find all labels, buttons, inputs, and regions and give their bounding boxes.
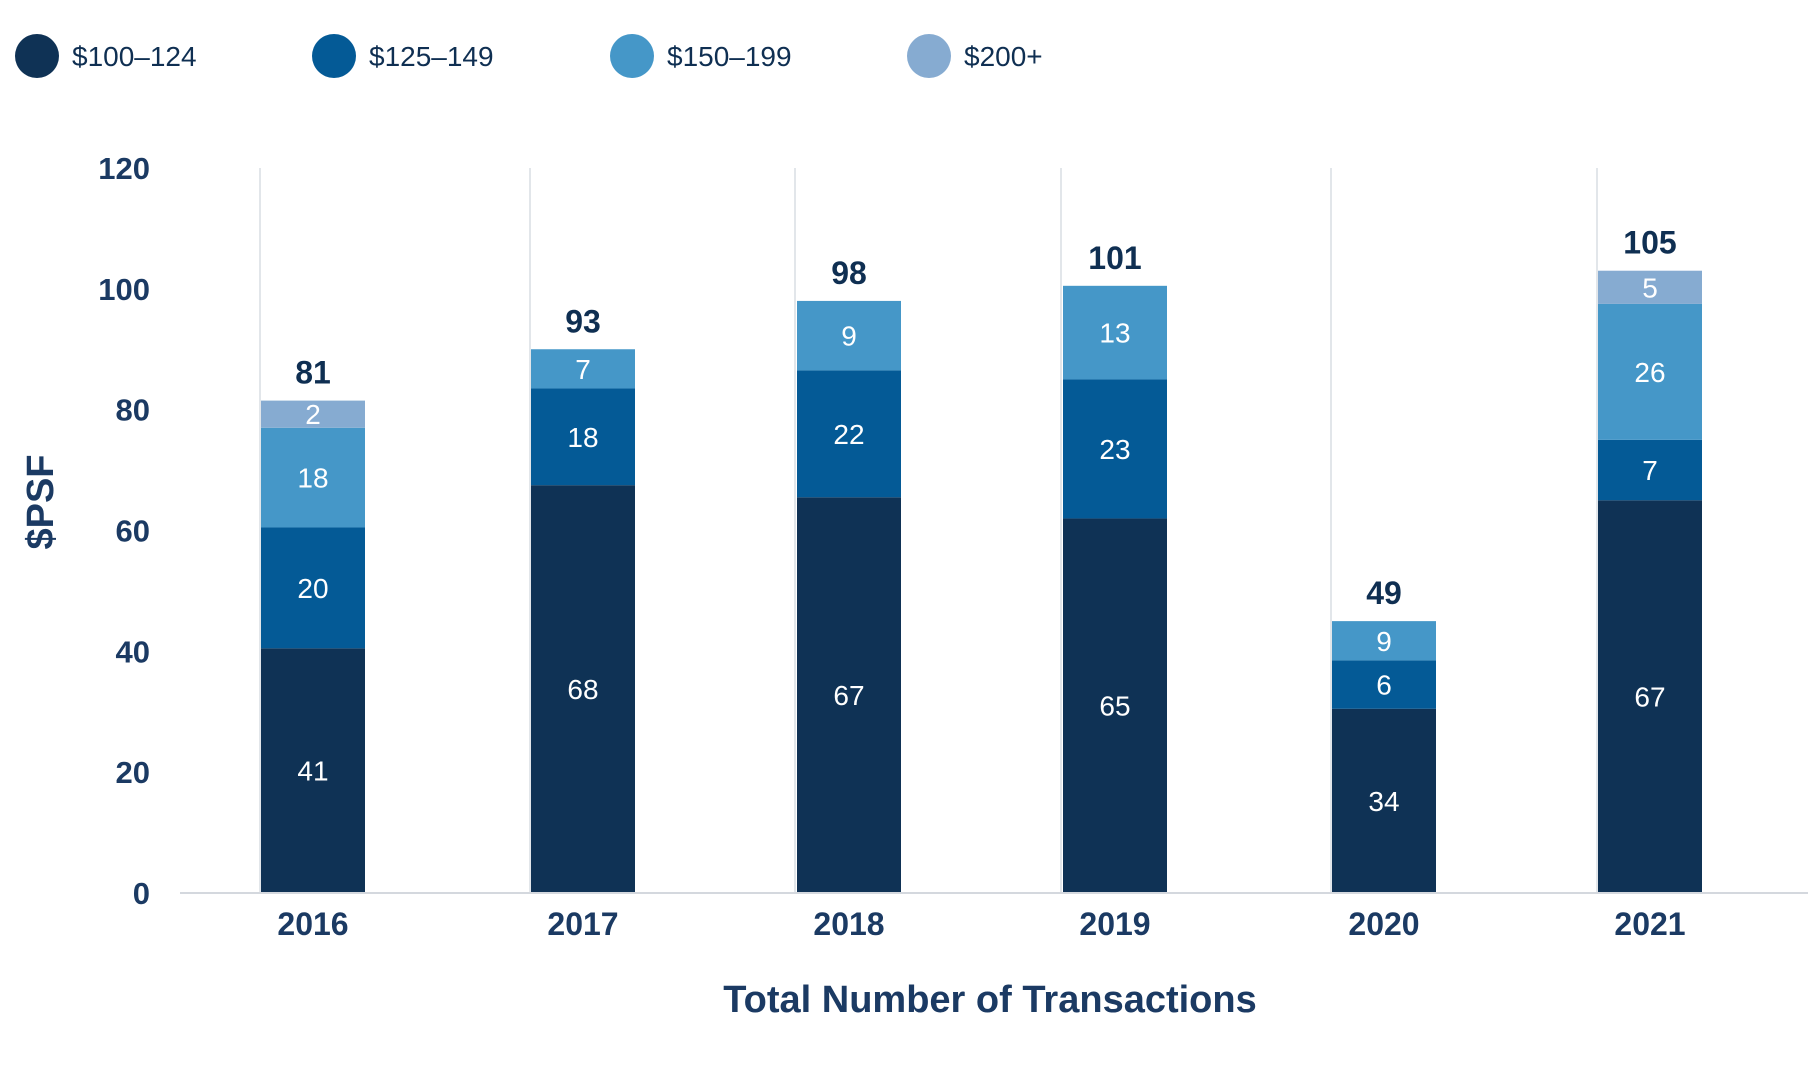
legend-item: $100–124 xyxy=(15,34,197,78)
bar-segment xyxy=(797,497,901,893)
data-label: 20 xyxy=(297,573,328,604)
data-label: 34 xyxy=(1368,786,1399,817)
bar-segment xyxy=(261,648,365,893)
bar-segment xyxy=(1598,303,1702,440)
bar-stack-2017: 68 18 7 93 xyxy=(531,303,635,893)
bar-segment xyxy=(1598,500,1702,893)
bar-segment xyxy=(1063,518,1167,893)
data-label: 23 xyxy=(1099,434,1130,465)
bar-segment xyxy=(1332,660,1436,709)
data-label: 18 xyxy=(297,463,328,494)
y-tick-label: 40 xyxy=(116,634,150,669)
gridlines xyxy=(259,168,1598,893)
total-label: 93 xyxy=(565,303,601,339)
data-label: 67 xyxy=(833,680,864,711)
x-tick-label: 2018 xyxy=(813,906,884,942)
x-tick-label: 2021 xyxy=(1614,906,1685,942)
bar-stack-2021: 67 7 26 5 105 xyxy=(1598,225,1702,893)
bar-segment xyxy=(261,527,365,649)
bar-stack-2019: 65 23 13 101 xyxy=(1063,240,1167,893)
data-label: 5 xyxy=(1642,272,1658,303)
data-label: 2 xyxy=(305,399,321,430)
total-label: 98 xyxy=(831,255,867,291)
x-tick-label: 2017 xyxy=(547,906,618,942)
total-label: 49 xyxy=(1366,575,1402,611)
legend-item: $125–149 xyxy=(312,34,494,78)
x-tick-label: 2016 xyxy=(277,906,348,942)
data-label: 13 xyxy=(1099,318,1130,349)
bar-segment xyxy=(531,388,635,486)
y-tick-label: 0 xyxy=(133,876,150,911)
bar-segment xyxy=(261,427,365,528)
bar-stack-2020: 34 6 9 49 xyxy=(1332,575,1436,893)
data-label: 67 xyxy=(1634,682,1665,713)
total-label: 105 xyxy=(1623,225,1676,261)
data-label: 22 xyxy=(833,419,864,450)
data-label: 9 xyxy=(1376,626,1392,657)
y-tick-label: 20 xyxy=(116,755,150,790)
data-label: 7 xyxy=(575,354,591,385)
x-axis-title: Total Number of Transactions xyxy=(723,979,1256,1021)
legend-label: $125–149 xyxy=(369,41,494,72)
legend-label: $200+ xyxy=(964,41,1043,72)
legend-label: $150–199 xyxy=(667,41,792,72)
x-tick-label: 2020 xyxy=(1348,906,1419,942)
data-label: 9 xyxy=(841,321,857,352)
bar-segment xyxy=(1063,285,1167,380)
bar-segment xyxy=(261,400,365,428)
bar-segment xyxy=(531,485,635,893)
legend: $100–124 $125–149 $150–199 $200+ xyxy=(15,34,1043,78)
y-tick-label: 120 xyxy=(98,151,150,186)
total-label: 81 xyxy=(295,355,331,391)
bar-segment xyxy=(1063,379,1167,519)
bar-segment xyxy=(797,300,901,371)
y-tick-label: 60 xyxy=(116,514,150,549)
data-label: 68 xyxy=(567,674,598,705)
data-label: 26 xyxy=(1634,357,1665,388)
legend-swatch xyxy=(312,34,356,78)
data-label: 7 xyxy=(1642,455,1658,486)
bars: 41 20 18 2 81 68 18 7 93 67 22 9 98 65 23 13 101 34 6 9 49 67… xyxy=(261,225,1702,893)
bar-segment xyxy=(1332,621,1436,661)
bar-stack-2018: 67 22 9 98 xyxy=(797,255,901,893)
legend-swatch xyxy=(15,34,59,78)
bar-segment xyxy=(797,370,901,498)
data-label: 41 xyxy=(297,756,328,787)
x-axis: 2016 2017 2018 2019 2020 2021 xyxy=(180,892,1808,942)
bar-segment xyxy=(1598,439,1702,501)
bar-segment xyxy=(1332,708,1436,893)
y-axis: 0 20 40 60 80 100 120 xyxy=(98,151,150,911)
legend-swatch xyxy=(610,34,654,78)
bar-stack-2016: 41 20 18 2 81 xyxy=(261,355,365,893)
y-axis-title: $PSF xyxy=(20,454,62,549)
y-tick-label: 100 xyxy=(98,272,150,307)
data-label: 6 xyxy=(1376,670,1392,701)
data-label: 65 xyxy=(1099,691,1130,722)
data-label: 18 xyxy=(567,422,598,453)
x-tick-label: 2019 xyxy=(1079,906,1150,942)
legend-item: $150–199 xyxy=(610,34,792,78)
bar-segment xyxy=(1598,270,1702,304)
legend-swatch xyxy=(907,34,951,78)
legend-label: $100–124 xyxy=(72,41,197,72)
bar-segment xyxy=(531,349,635,389)
total-label: 101 xyxy=(1088,240,1141,276)
y-tick-label: 80 xyxy=(116,393,150,428)
legend-item: $200+ xyxy=(907,34,1043,78)
